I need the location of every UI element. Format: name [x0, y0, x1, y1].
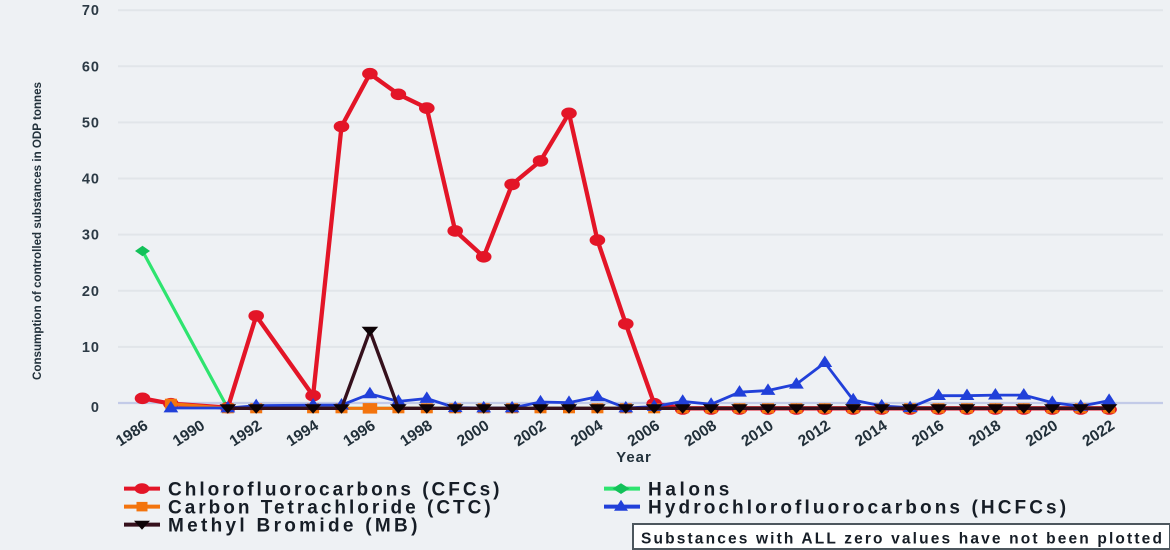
svg-text:Methyl Bromide (MB): Methyl Bromide (MB) — [168, 515, 421, 536]
svg-text:50: 50 — [82, 115, 100, 131]
svg-text:Chlorofluorocarbons (CFCs): Chlorofluorocarbons (CFCs) — [168, 479, 503, 500]
svg-text:60: 60 — [82, 59, 100, 75]
svg-text:Hydrochlorofluorocarbons (HCFC: Hydrochlorofluorocarbons (HCFCs) — [648, 497, 1069, 518]
svg-text:70: 70 — [82, 3, 100, 19]
svg-text:Year: Year — [616, 449, 652, 466]
svg-text:Halons: Halons — [648, 479, 733, 500]
svg-text:Substances with ALL zero value: Substances with ALL zero values have not… — [641, 531, 1164, 548]
svg-text:20: 20 — [82, 284, 100, 300]
svg-text:0: 0 — [91, 400, 100, 416]
svg-text:Consumption of controlled subs: Consumption of controlled substances in … — [31, 82, 44, 380]
svg-text:Carbon Tetrachloride (CTC): Carbon Tetrachloride (CTC) — [168, 497, 494, 518]
svg-text:30: 30 — [82, 228, 100, 244]
svg-text:40: 40 — [82, 172, 100, 188]
svg-text:10: 10 — [82, 340, 100, 356]
